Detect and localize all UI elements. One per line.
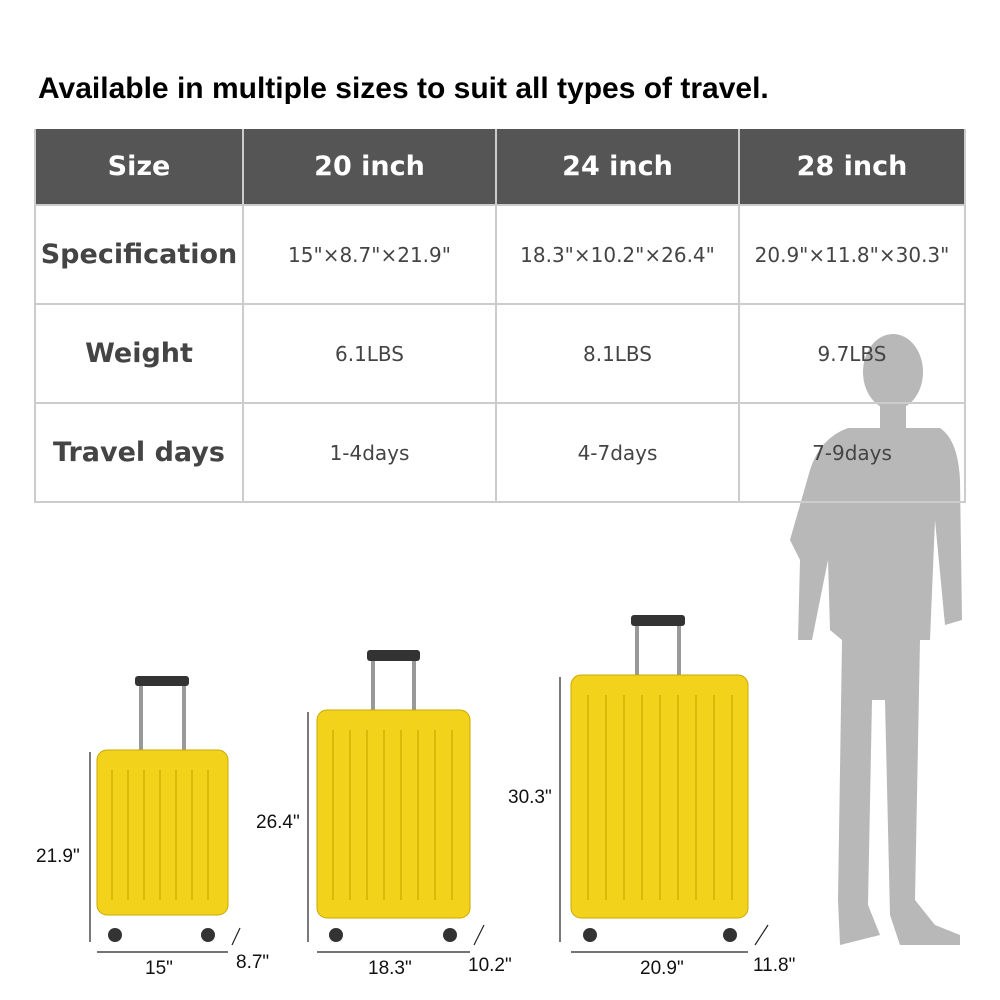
suitcase-20-inch (96, 676, 229, 942)
width-label-28: 20.9" (640, 958, 684, 979)
depth-label-20: 8.7" (236, 952, 270, 973)
table-row: Travel days 1-4days 4-7days 7-9days (34, 402, 966, 503)
table-cell: 4-7days (495, 402, 740, 503)
width-label-20: 15" (145, 958, 173, 979)
table-cell: 6.1LBS (242, 303, 497, 404)
table-cell: 18.3"×10.2"×26.4" (495, 204, 740, 305)
row-label: Specification (34, 204, 244, 305)
width-label-24: 18.3" (368, 958, 412, 979)
dimension-lines (89, 677, 769, 953)
table-cell: 8.1LBS (495, 303, 740, 404)
table-cell: 15"×8.7"×21.9" (242, 204, 497, 305)
table-row: Weight 6.1LBS 8.1LBS 9.7LBS (34, 303, 966, 404)
suitcase-24-inch (316, 650, 471, 942)
suitcase-28-inch (570, 615, 749, 942)
row-label: Travel days (34, 402, 244, 503)
page-title: Available in multiple sizes to suit all … (38, 72, 769, 105)
header-20-inch: 20 inch (242, 129, 497, 206)
depth-label-24: 10.2" (468, 955, 512, 976)
depth-label-28: 11.8" (753, 955, 796, 976)
table-header-row: Size 20 inch 24 inch 28 inch (34, 129, 966, 206)
header-size: Size (34, 129, 244, 206)
table-cell: 20.9"×11.8"×30.3" (738, 204, 966, 305)
height-label-24: 26.4" (256, 812, 300, 833)
table-cell: 7-9days (738, 402, 966, 503)
height-label-28: 30.3" (508, 787, 552, 808)
table-cell: 1-4days (242, 402, 497, 503)
header-28-inch: 28 inch (738, 129, 966, 206)
size-spec-table: Size 20 inch 24 inch 28 inch Specificati… (34, 129, 966, 503)
table-cell: 9.7LBS (738, 303, 966, 404)
height-label-20: 21.9" (36, 846, 80, 867)
header-24-inch: 24 inch (495, 129, 740, 206)
table-row: Specification 15"×8.7"×21.9" 18.3"×10.2"… (34, 204, 966, 305)
row-label: Weight (34, 303, 244, 404)
